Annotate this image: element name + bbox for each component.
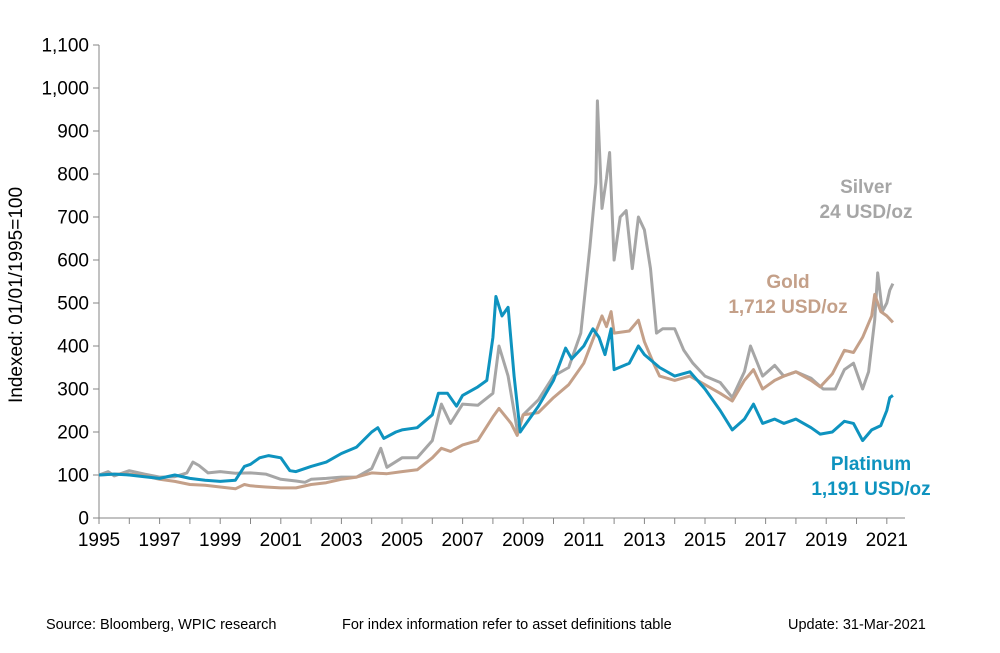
- x-tick-label: 2013: [623, 530, 665, 551]
- y-tick-label: 200: [57, 423, 89, 444]
- y-tick-label: 100: [57, 466, 89, 487]
- x-tick-label: 1995: [78, 530, 120, 551]
- x-tick-label: 2015: [684, 530, 726, 551]
- footer-source: Source: Bloomberg, WPIC research: [46, 617, 277, 633]
- y-axis-label: Indexed: 01/01/1995=100: [6, 187, 27, 403]
- series-label-silver: Silver: [840, 177, 892, 198]
- y-tick-label: 1,100: [41, 36, 89, 57]
- y-tick-label: 300: [57, 380, 89, 401]
- x-tick-label: 1997: [138, 530, 180, 551]
- series-line-platinum: [98, 295, 894, 483]
- y-tick-label: 400: [57, 337, 89, 358]
- series-line-gold: [98, 292, 894, 491]
- x-tick-label: 2021: [866, 530, 908, 551]
- y-axis: 0 100 200 300 400 500 600 700 800 900 1,000 1,100: [41, 36, 100, 530]
- series-label-platinum: Platinum: [831, 454, 911, 475]
- y-tick-label: 0: [78, 509, 89, 530]
- series-label-gold: 1,712 USD/oz: [728, 297, 847, 318]
- series-lines: [98, 99, 895, 491]
- x-tick-label: 1999: [199, 530, 241, 551]
- x-tick-label: 2017: [744, 530, 786, 551]
- x-tick-label: 2007: [441, 530, 483, 551]
- y-tick-label: 700: [57, 208, 89, 229]
- x-tick-label: 2005: [381, 530, 423, 551]
- x-axis: 1995 1997 1999 2001 2003 2005 2007 2009 2011 2013…: [78, 517, 908, 551]
- x-tick-label: 2003: [320, 530, 362, 551]
- y-tick-label: 900: [57, 122, 89, 143]
- y-tick-label: 600: [57, 251, 89, 272]
- x-tick-label: 2011: [563, 530, 604, 551]
- y-tick-label: 1,000: [41, 79, 89, 100]
- x-tick-label: 2019: [805, 530, 847, 551]
- y-tick-label: 500: [57, 294, 89, 315]
- series-label-silver: 24 USD/oz: [820, 202, 913, 223]
- footer-update: Update: 31-Mar-2021: [788, 617, 926, 633]
- x-tick-label: 2009: [502, 530, 544, 551]
- series-label-gold: Gold: [766, 272, 809, 293]
- y-tick-label: 800: [57, 165, 89, 186]
- footer-note: For index information refer to asset def…: [342, 617, 672, 633]
- series-label-platinum: 1,191 USD/oz: [811, 479, 930, 500]
- series-labels: Silver 24 USD/oz Gold 1,712 USD/oz Platinum 1…: [728, 177, 930, 500]
- x-tick-label: 2001: [260, 530, 302, 551]
